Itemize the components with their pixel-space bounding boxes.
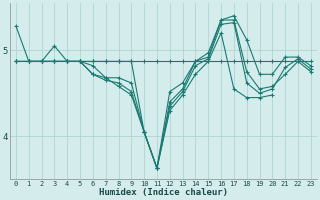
X-axis label: Humidex (Indice chaleur): Humidex (Indice chaleur) [99,188,228,197]
